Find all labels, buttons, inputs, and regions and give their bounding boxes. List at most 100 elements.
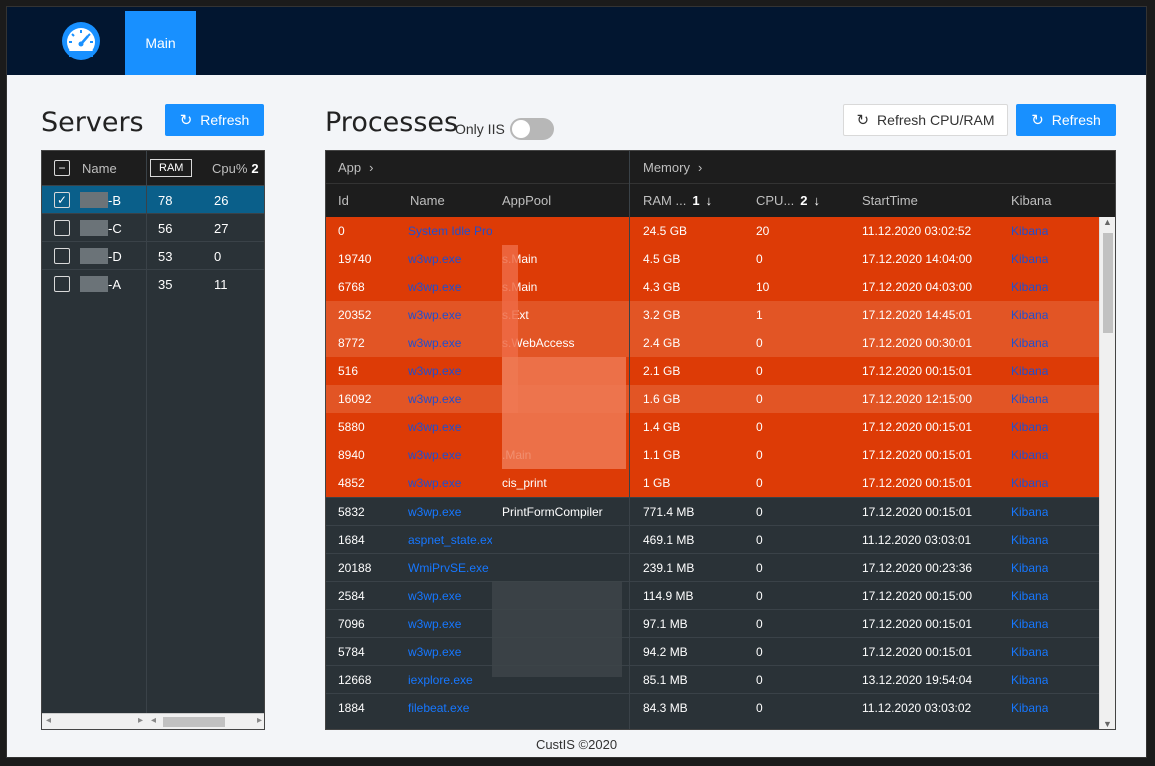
table-row[interactable]: -C 56 27 — [42, 213, 264, 241]
kibana-link[interactable]: Kibana — [1011, 364, 1049, 378]
process-name-link[interactable]: w3wp.exe — [408, 336, 462, 350]
table-row[interactable]: 12668 iexplore.exe 85.1 MB 0 13.12.2020 19:5… — [326, 665, 1101, 693]
processes-scrollbar[interactable]: ▲ ▼ — [1099, 217, 1115, 729]
kibana-link[interactable]: Kibana — [1011, 392, 1049, 406]
process-name-link[interactable]: aspnet_state.ex — [408, 533, 492, 547]
process-ram: 84.3 MB — [643, 701, 688, 715]
table-row[interactable]: 4852 w3wp.exe cis_print 1 GB 0 17.12.2020 00:… — [326, 469, 1101, 497]
kibana-link[interactable]: Kibana — [1011, 308, 1049, 322]
process-cpu: 0 — [756, 589, 763, 603]
table-row[interactable]: 19740 w3wp.exe s.Main 4.5 GB 0 17.12.2020 14:… — [326, 245, 1101, 273]
table-row[interactable]: 8772 w3wp.exe s.WebAccess 2.4 GB 0 17.12.2020… — [326, 329, 1101, 357]
redacted-block — [80, 220, 108, 236]
table-row[interactable]: 2584 w3wp.exe 114.9 MB 0 17.12.2020 00:15:00… — [326, 581, 1101, 609]
table-row[interactable]: 16092 w3wp.exe 1.6 GB 0 17.12.2020 12:15:00 K… — [326, 385, 1101, 413]
kibana-link[interactable]: Kibana — [1011, 420, 1049, 434]
table-row[interactable]: 5832 w3wp.exe PrintFormCompiler 771.4 MB 0 17… — [326, 497, 1101, 525]
kibana-link[interactable]: Kibana — [1011, 448, 1049, 462]
col-kibana[interactable]: Kibana — [1011, 193, 1052, 208]
process-apppool: s.Main — [502, 280, 538, 294]
table-row[interactable]: -A 35 11 — [42, 269, 264, 297]
only-iis-toggle[interactable] — [510, 118, 554, 140]
process-name-link[interactable]: w3wp.exe — [408, 448, 462, 462]
scroll-up-icon[interactable]: ▲ — [1103, 217, 1112, 227]
speedometer-icon[interactable] — [59, 21, 103, 61]
kibana-link[interactable]: Kibana — [1011, 673, 1049, 687]
process-apppool — [502, 526, 630, 554]
process-ram: 4.5 GB — [643, 252, 681, 266]
process-name-link[interactable]: System Idle Pro — [408, 224, 492, 238]
process-name-link[interactable]: w3wp.exe — [408, 420, 462, 434]
servers-refresh-button[interactable]: ↻ Refresh — [165, 104, 264, 136]
table-row[interactable]: 5784 w3wp.exe 94.2 MB 0 17.12.2020 00:15:01 K… — [326, 637, 1101, 665]
servers-name-scrollbar[interactable]: ◂ ▸ — [42, 713, 147, 729]
tab-main[interactable]: Main — [125, 11, 196, 75]
kibana-link[interactable]: Kibana — [1011, 617, 1049, 631]
process-name-link[interactable]: w3wp.exe — [408, 505, 462, 519]
process-name-link[interactable]: w3wp.exe — [408, 645, 462, 659]
col-cpu[interactable]: Cpu% — [212, 160, 248, 176]
kibana-link[interactable]: Kibana — [1011, 561, 1049, 575]
process-name-link[interactable]: w3wp.exe — [408, 252, 462, 266]
table-row[interactable]: 20352 w3wp.exe s.Ext 3.2 GB 1 17.12.2020 14:4… — [326, 301, 1101, 329]
kibana-link[interactable]: Kibana — [1011, 336, 1049, 350]
process-apppool — [502, 554, 630, 582]
kibana-link[interactable]: Kibana — [1011, 280, 1049, 294]
row-checkbox[interactable] — [54, 276, 70, 292]
table-row[interactable]: 7096 w3wp.exe 97.1 MB 0 17.12.2020 00:15:01 K… — [326, 609, 1101, 637]
process-name-link[interactable]: w3wp.exe — [408, 617, 462, 631]
table-row[interactable]: -D 53 0 — [42, 241, 264, 269]
kibana-link[interactable]: Kibana — [1011, 505, 1049, 519]
process-name-link[interactable]: w3wp.exe — [408, 589, 462, 603]
table-row[interactable]: 6768 w3wp.exe s.Main 4.3 GB 10 17.12.2020 04:… — [326, 273, 1101, 301]
kibana-link[interactable]: Kibana — [1011, 252, 1049, 266]
process-name-link[interactable]: w3wp.exe — [408, 476, 462, 490]
col-starttime[interactable]: StartTime — [862, 193, 918, 208]
col-name[interactable]: Name — [410, 193, 445, 208]
kibana-link[interactable]: Kibana — [1011, 224, 1049, 238]
kibana-link[interactable]: Kibana — [1011, 645, 1049, 659]
process-name-link[interactable]: WmiPrvSE.exe — [408, 561, 489, 575]
refresh-cpu-ram-button[interactable]: ↻ Refresh CPU/RAM — [843, 104, 1008, 136]
table-row[interactable]: 0 System Idle Pro 24.5 GB 20 11.12.2020 03:0… — [326, 217, 1101, 245]
process-starttime: 17.12.2020 04:03:00 — [862, 280, 973, 294]
process-cpu: 0 — [756, 617, 763, 631]
col-apppool[interactable]: AppPool — [502, 193, 552, 208]
process-apppool — [502, 217, 630, 245]
col-id[interactable]: Id — [338, 193, 349, 208]
process-ram: 469.1 MB — [643, 533, 695, 547]
process-name-link[interactable]: w3wp.exe — [408, 280, 462, 294]
row-checkbox[interactable] — [54, 220, 70, 236]
col-cpu[interactable]: CPU... 2 ↓ — [756, 184, 820, 217]
servers-scrollbar[interactable]: ◂ ▸ — [147, 713, 264, 729]
kibana-link[interactable]: Kibana — [1011, 701, 1049, 715]
kibana-link[interactable]: Kibana — [1011, 533, 1049, 547]
scroll-down-icon[interactable]: ▼ — [1103, 719, 1112, 729]
group-memory[interactable]: Memory › — [643, 151, 702, 184]
processes-refresh-button[interactable]: ↻ Refresh — [1016, 104, 1116, 136]
process-name-link[interactable]: filebeat.exe — [408, 701, 470, 715]
table-row[interactable]: 1884 filebeat.exe 84.3 MB 0 11.12.2020 03:03… — [326, 693, 1101, 721]
table-row[interactable]: 5880 w3wp.exe 1.4 GB 0 17.12.2020 00:15:01 Ki… — [326, 413, 1101, 441]
col-ram[interactable]: RAM ... 1 ↓ — [643, 184, 712, 217]
process-id: 12668 — [338, 673, 372, 687]
col-name[interactable]: Name — [82, 160, 117, 176]
table-row[interactable]: 516 w3wp.exe 2.1 GB 0 17.12.2020 00:15:01 Kib… — [326, 357, 1101, 385]
process-name-link[interactable]: w3wp.exe — [408, 308, 462, 322]
server-ram: 78 — [158, 192, 173, 208]
select-all-checkbox[interactable]: − — [54, 160, 70, 176]
kibana-link[interactable]: Kibana — [1011, 476, 1049, 490]
row-checkbox[interactable]: ✓ — [54, 192, 70, 208]
kibana-link[interactable]: Kibana — [1011, 589, 1049, 603]
table-row[interactable]: 1684 aspnet_state.ex 469.1 MB 0 11.12.2020 0… — [326, 525, 1101, 553]
row-checkbox[interactable] — [54, 248, 70, 264]
table-row[interactable]: ✓ -B 78 26 — [42, 185, 264, 213]
chevron-right-icon: › — [697, 160, 703, 175]
process-name-link[interactable]: w3wp.exe — [408, 392, 462, 406]
col-ram[interactable]: RAM — [150, 159, 193, 177]
process-name-link[interactable]: iexplore.exe — [408, 673, 473, 687]
group-app[interactable]: App › — [338, 151, 373, 184]
table-row[interactable]: 20188 WmiPrvSE.exe 239.1 MB 0 17.12.2020 00:… — [326, 553, 1101, 581]
process-name-link[interactable]: w3wp.exe — [408, 364, 462, 378]
